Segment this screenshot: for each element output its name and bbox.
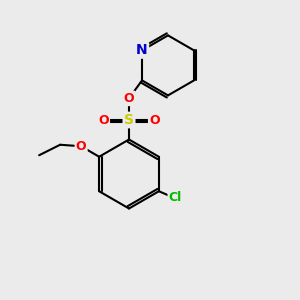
Text: O: O xyxy=(124,92,134,105)
Text: O: O xyxy=(98,113,109,127)
Text: O: O xyxy=(149,113,160,127)
Text: S: S xyxy=(124,113,134,127)
Text: N: N xyxy=(136,44,148,57)
Text: Cl: Cl xyxy=(169,191,182,204)
Text: O: O xyxy=(76,140,86,153)
